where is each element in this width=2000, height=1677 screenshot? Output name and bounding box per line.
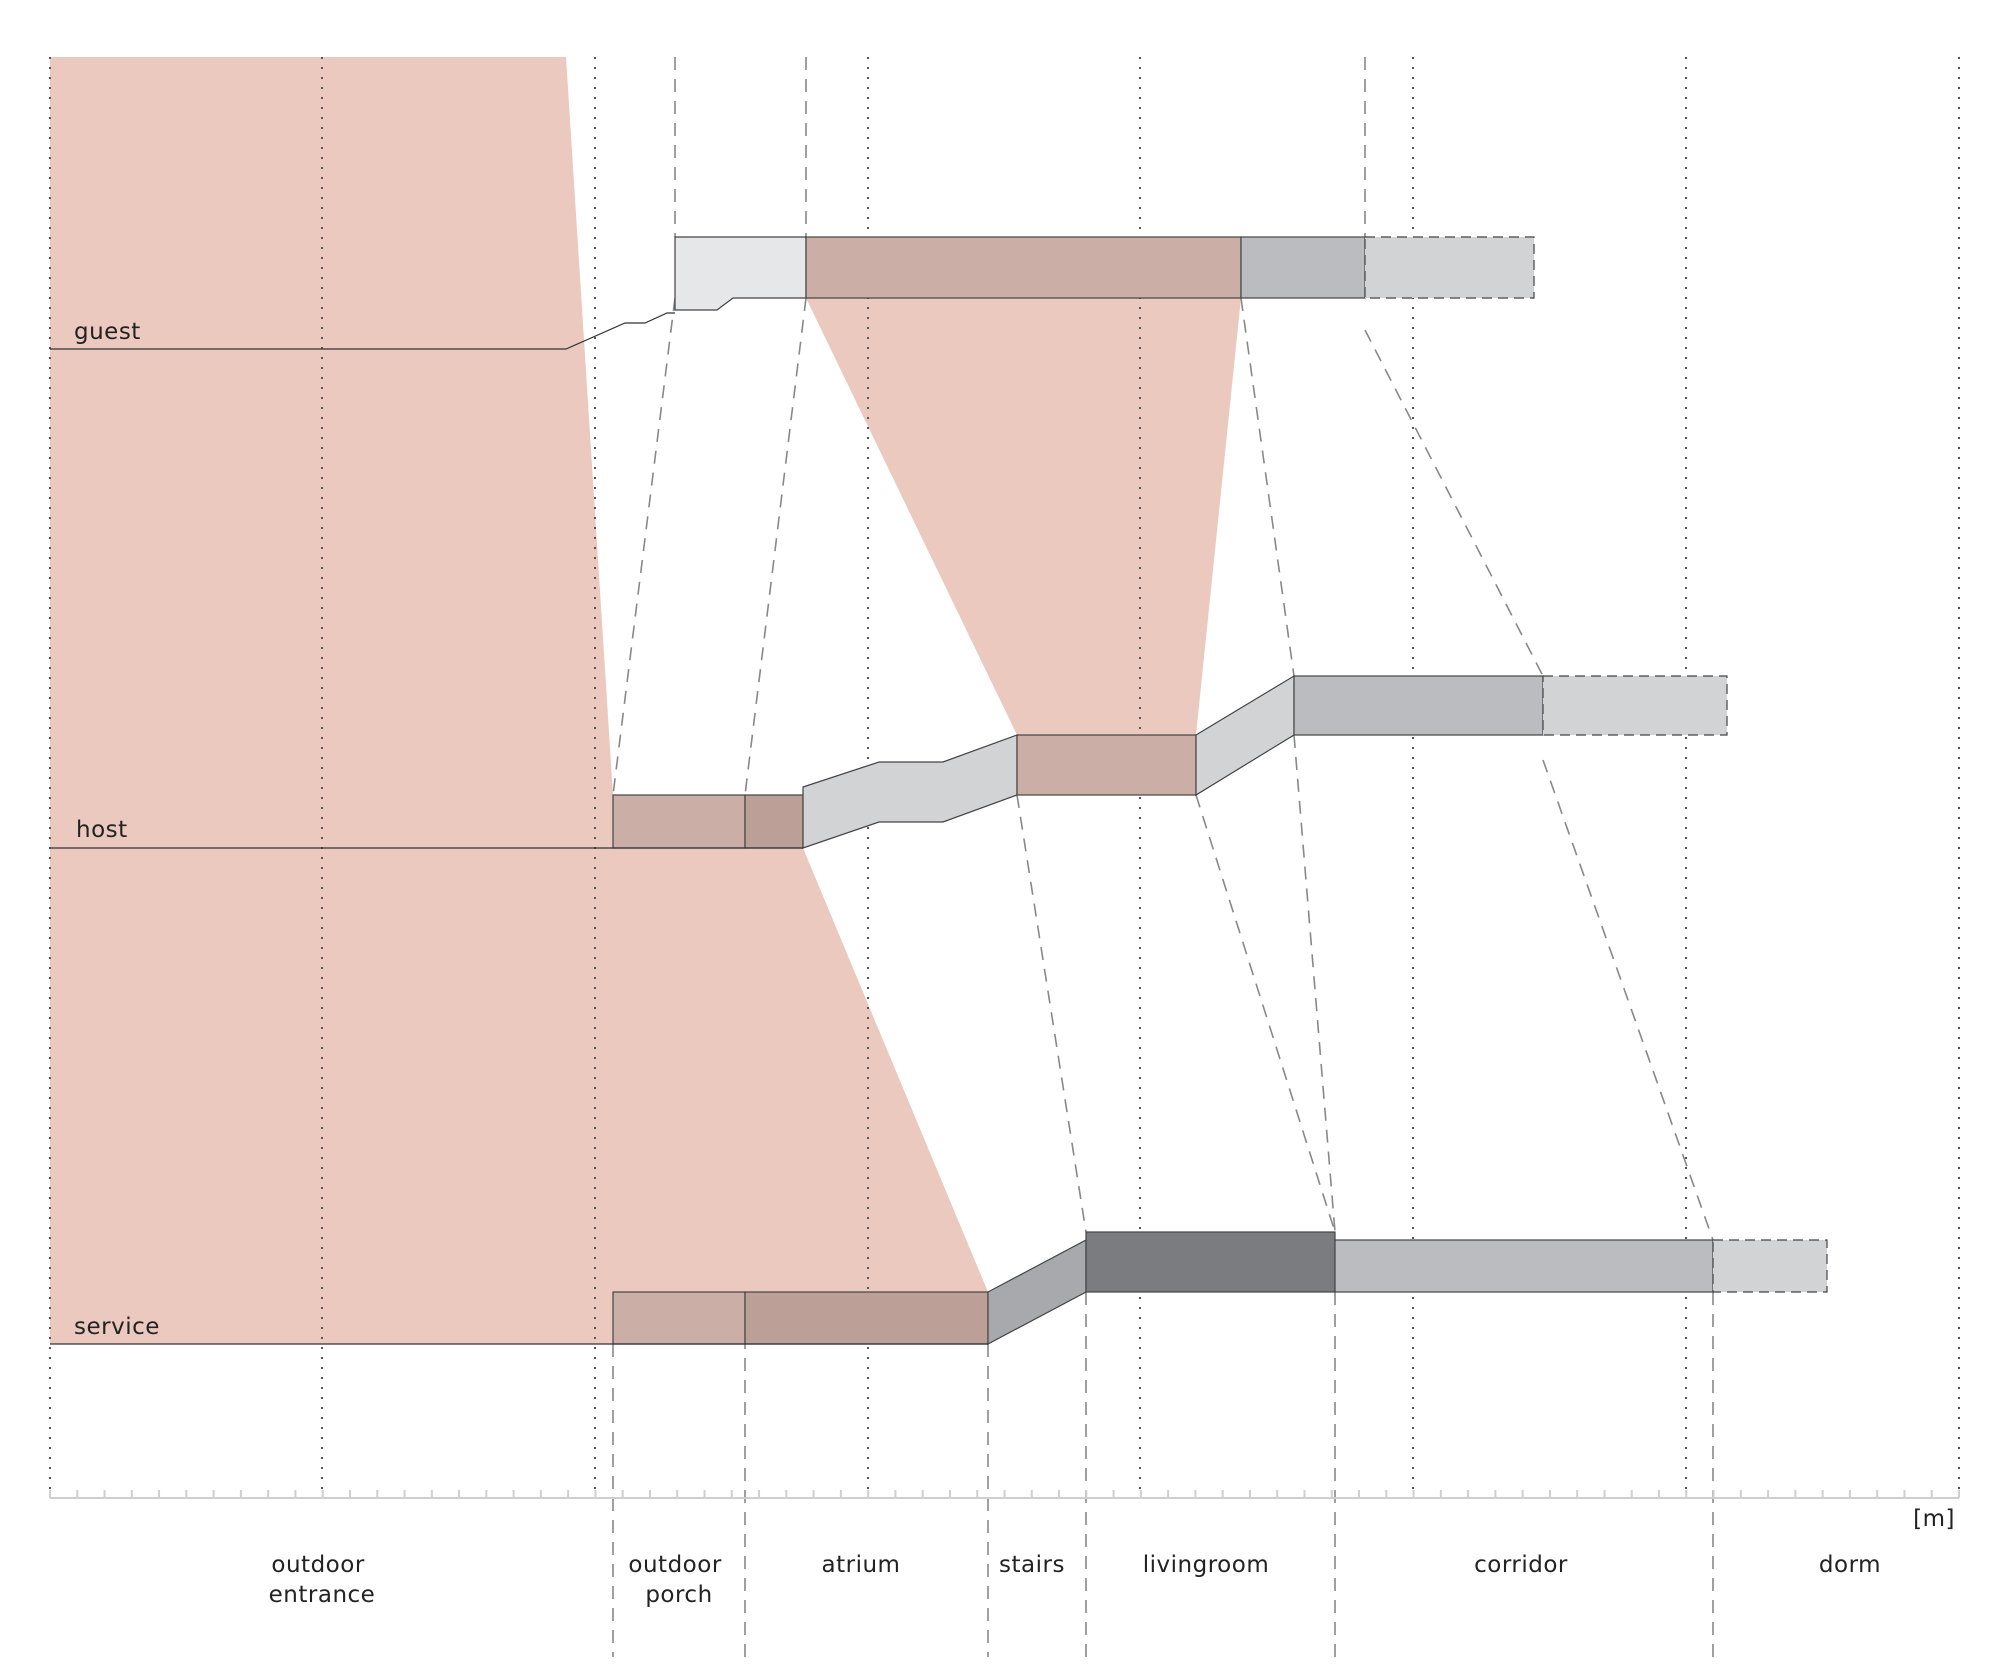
atrium-service-funnel — [613, 848, 988, 1292]
unit-label: [m] — [1913, 1506, 1955, 1532]
connector-line — [1364, 329, 1544, 677]
level-baselines — [50, 312, 988, 1345]
guest-corridor-segment — [1240, 236, 1366, 299]
service-stairs-ramp — [987, 1239, 1087, 1345]
guest-dorm-segment — [1364, 236, 1535, 299]
zone-label-outdoor-porch: outdoor porch — [628, 1552, 729, 1608]
zone-label-atrium: atrium — [822, 1552, 901, 1578]
zone-labels: outdoor entrance outdoor porch atrium st… — [269, 1552, 1881, 1608]
zone-label-line: atrium — [822, 1552, 901, 1578]
atrium-guest-funnel — [806, 298, 1241, 735]
zone-label-dorm: dorm — [1819, 1552, 1881, 1578]
zone-label-line: outdoor — [271, 1552, 364, 1578]
zone-label-line: dorm — [1819, 1552, 1881, 1578]
zone-label-line: outdoor — [628, 1552, 721, 1578]
host-porch-segment — [612, 794, 746, 849]
connector-line — [1542, 759, 1714, 1241]
host-corridor-segment — [1293, 675, 1544, 736]
zone-label-line: livingroom — [1143, 1552, 1269, 1578]
zone-label-line: stairs — [999, 1552, 1065, 1578]
zone-label-corridor: corridor — [1474, 1552, 1568, 1578]
zone-label-stairs: stairs — [999, 1552, 1065, 1578]
host-stairs-ramp — [802, 734, 1018, 849]
level-label-service: service — [74, 1314, 160, 1340]
guest-porch-ramp — [674, 236, 807, 311]
connector-line — [1195, 794, 1336, 1233]
host-livingroom-segment — [1016, 734, 1197, 796]
zone-label-line: porch — [645, 1582, 712, 1608]
service-porch-segment — [612, 1291, 746, 1345]
pink-zones — [50, 57, 1241, 1344]
connector-line — [1293, 734, 1336, 1233]
scale-axis — [49, 1490, 1960, 1499]
connector-line — [744, 297, 807, 796]
service-corridor-segment — [1334, 1239, 1714, 1293]
service-atrium-segment — [744, 1291, 989, 1345]
zone-label-livingroom: livingroom — [1143, 1552, 1269, 1578]
host-livingroom-ramp — [1195, 674, 1295, 797]
level-label-host: host — [76, 817, 128, 843]
host-band — [612, 674, 1728, 849]
zone-label-line: corridor — [1474, 1552, 1568, 1578]
connector-line — [612, 297, 676, 796]
host-atrium-segment — [744, 794, 804, 849]
service-dorm-segment — [1712, 1239, 1828, 1293]
connector-line — [1016, 794, 1087, 1233]
guest-baseline — [50, 312, 675, 350]
guest-band — [674, 236, 1535, 311]
connector-line — [1240, 297, 1295, 677]
dashed-connectors — [612, 57, 1714, 1657]
zone-label-line: entrance — [269, 1582, 376, 1608]
zone-label-outdoor-entrance: outdoor entrance — [269, 1552, 376, 1608]
scale-ticks — [49, 1490, 1960, 1498]
level-label-guest: guest — [74, 319, 141, 345]
service-band — [612, 1231, 1828, 1345]
guest-atrium-livingroom-segment — [805, 236, 1242, 299]
host-dorm-segment — [1542, 675, 1728, 736]
service-livingroom-segment — [1085, 1231, 1336, 1293]
outdoor-entrance-zone — [50, 57, 613, 1344]
